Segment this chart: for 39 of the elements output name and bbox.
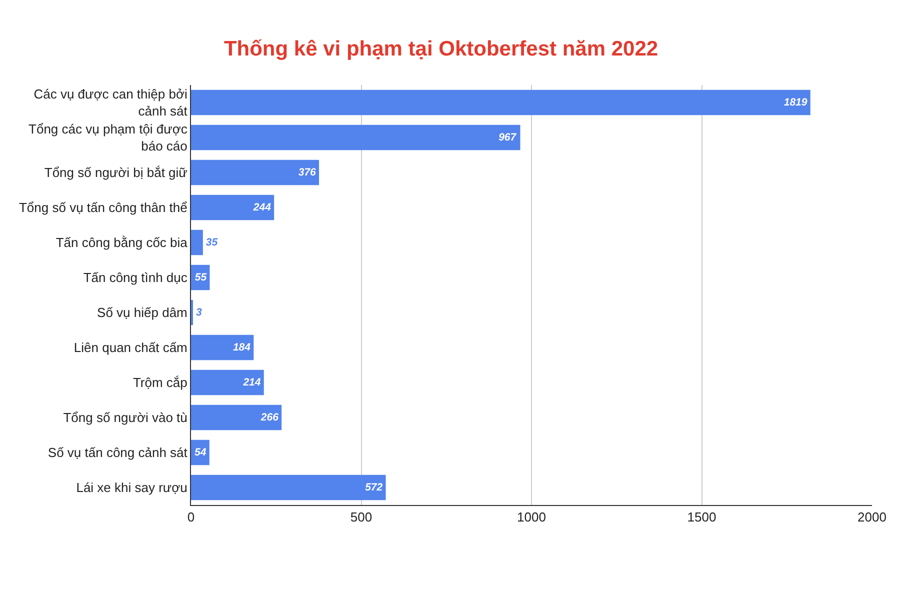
bar: [191, 230, 203, 256]
data-label: 967: [498, 132, 518, 144]
y-tick-label: Tổng số vụ tấn công thân thể: [18, 200, 188, 216]
y-tick-label: Tổng số người bị bắt giữ: [44, 165, 188, 180]
data-label: 55: [194, 272, 207, 284]
x-tick-label: 1000: [517, 510, 546, 525]
data-label: 3: [196, 306, 202, 318]
x-tick-label: 1500: [687, 510, 716, 525]
y-tick-label: Liên quan chất cấm: [74, 340, 188, 356]
y-tick-label: Tấn công bằng cốc bia: [56, 235, 188, 250]
bar: [191, 474, 386, 500]
y-tick-label: Tổng số người vào tù: [63, 410, 188, 426]
chart-title: Thống kê vi phạm tại Oktoberfest năm 2022: [224, 37, 658, 60]
bar: [191, 160, 320, 186]
bar: [191, 370, 264, 396]
data-label: 214: [242, 376, 261, 388]
x-tick-label: 0: [187, 510, 195, 525]
data-label: 1819: [784, 96, 808, 108]
data-label: 184: [232, 342, 251, 354]
data-label: 266: [260, 412, 279, 424]
bar: [191, 194, 274, 220]
x-tick-label: 2000: [858, 510, 886, 525]
data-label: 376: [298, 166, 316, 178]
bar: [191, 404, 282, 430]
bar: [191, 90, 810, 116]
bar: [191, 124, 520, 150]
data-label: 54: [194, 446, 206, 458]
bar: [191, 334, 254, 360]
y-tick-label: Lái xe khi say rượu: [76, 480, 188, 496]
y-tick-label: Số vụ tấn công cảnh sát: [48, 445, 188, 460]
data-label: 572: [365, 482, 383, 494]
y-tick-label: Tấn công tình dục: [83, 270, 188, 286]
y-tick-label: Trộm cắp: [132, 375, 188, 390]
data-label: 35: [206, 236, 218, 248]
x-tick-label: 500: [350, 510, 372, 525]
y-tick-label: Các vụ được can thiệp bởi cảnh sát: [34, 86, 188, 118]
data-label: 244: [252, 202, 272, 214]
y-tick-label: Số vụ hiếp dâm: [97, 305, 188, 320]
y-tick-label: Tổng các vụ phạm tội được báo cáo: [28, 122, 188, 154]
